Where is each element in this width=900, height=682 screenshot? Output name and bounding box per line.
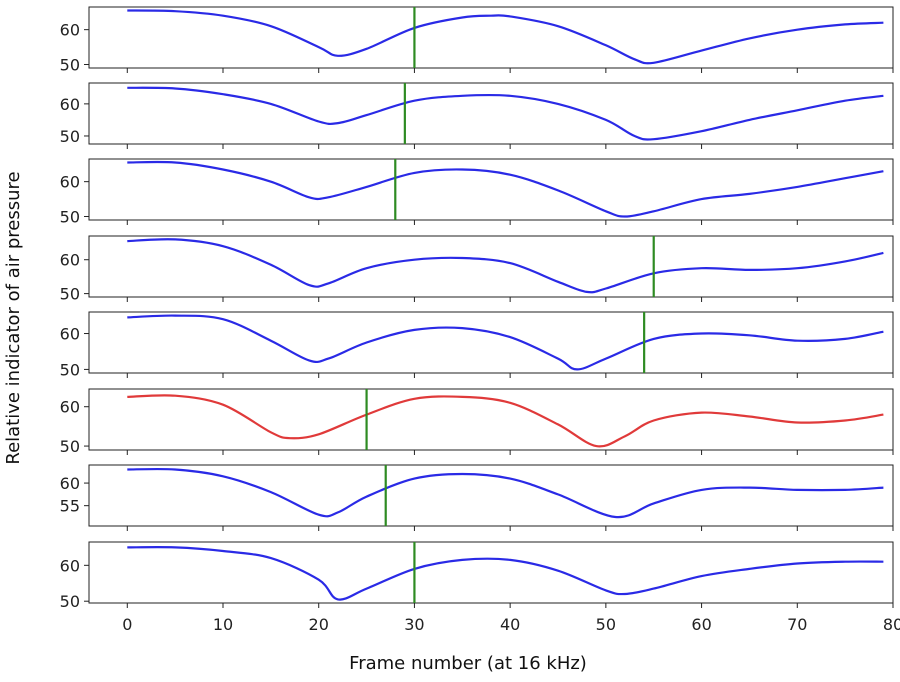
- x-tick-label: 30: [404, 615, 424, 634]
- x-tick-label: 60: [691, 615, 711, 634]
- panel-6: 50 60: [60, 388, 894, 456]
- panel-4: 50 60: [60, 235, 894, 304]
- series-line: [127, 546, 884, 601]
- y-tick-label: 60: [60, 21, 80, 40]
- y-tick-label: 60: [60, 251, 80, 270]
- y-tick-label: 55: [60, 497, 80, 516]
- panel-2: 50 60: [60, 82, 894, 149]
- x-tick-label: 70: [787, 615, 807, 634]
- panel-1: 50 60: [60, 6, 894, 75]
- y-tick-label: 50: [60, 592, 80, 611]
- panel-frame: [88, 235, 894, 298]
- panel-frame: [88, 541, 894, 604]
- panel-5: 50 60: [60, 311, 894, 379]
- x-tick-label: 40: [500, 615, 520, 634]
- y-tick-label: 60: [60, 173, 80, 192]
- series-line: [127, 467, 884, 519]
- panel-3: 50 60: [60, 158, 894, 227]
- panel-frame: [88, 158, 894, 221]
- series-line: [127, 314, 884, 371]
- x-axis-label: Frame number (at 16 kHz): [349, 653, 587, 674]
- x-tick-label: 0: [122, 615, 132, 634]
- y-tick-label: 50: [60, 285, 80, 304]
- y-tick-label: 50: [60, 437, 80, 456]
- series-line: [127, 394, 884, 448]
- series-line: [127, 9, 884, 65]
- y-tick-label: 50: [60, 360, 80, 379]
- panel-frame: [88, 311, 894, 374]
- y-tick-label: 60: [60, 474, 80, 493]
- y-tick-label: 50: [60, 208, 80, 227]
- panel-frame: [88, 6, 894, 69]
- series-line: [127, 160, 884, 218]
- y-tick-label: 60: [60, 95, 80, 114]
- x-tick-label: 10: [213, 615, 233, 634]
- x-tick-label: 80: [883, 615, 900, 634]
- y-axis-label: Relative indicator of air pressure: [3, 171, 24, 464]
- y-tick-label: 50: [60, 56, 80, 75]
- panel-8: 50 60: [60, 541, 894, 611]
- y-tick-label: 60: [60, 398, 80, 417]
- y-tick-label: 60: [60, 325, 80, 344]
- series-line: [127, 238, 884, 294]
- y-tick-label: 50: [60, 127, 80, 146]
- series-line: [127, 86, 884, 141]
- x-tick-label: 50: [596, 615, 616, 634]
- x-axis: 0 10 20 30 40 50 60 70 80: [122, 615, 900, 634]
- x-tick-label: 20: [309, 615, 329, 634]
- y-tick-label: 60: [60, 556, 80, 575]
